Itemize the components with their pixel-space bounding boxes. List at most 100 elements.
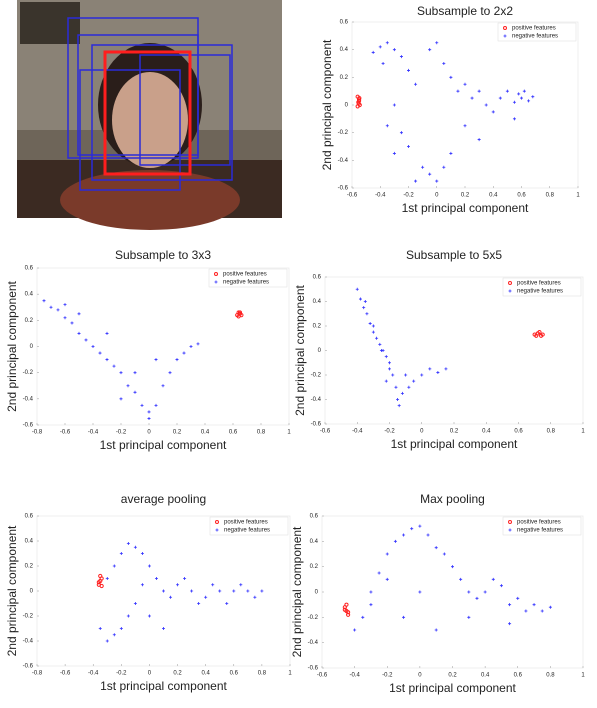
negative-point (392, 151, 396, 155)
negative-point (63, 303, 67, 307)
negative-point (540, 609, 544, 613)
y-tick-label: 0.4 (310, 539, 319, 545)
x-tick-label: -0.4 (88, 671, 99, 677)
legend-box (502, 277, 582, 297)
negative-point (451, 565, 454, 569)
x-tick-label: -0.6 (320, 429, 331, 435)
negative-point (168, 371, 172, 375)
negative-point (119, 371, 123, 375)
y-tick-label: -0.4 (311, 397, 322, 403)
negative-point (133, 602, 137, 605)
x-tick-label: -0.2 (384, 429, 395, 435)
x-tick-label: 1 (576, 193, 580, 199)
y-tick-label: -0.4 (23, 396, 34, 402)
x-tick-label: -0.2 (382, 673, 393, 679)
negative-point (532, 603, 536, 607)
legend-marker (508, 520, 512, 524)
y-tick-label: -0.2 (311, 373, 322, 379)
negative-point (119, 552, 123, 555)
negative-point (365, 312, 369, 316)
negative-point (169, 595, 173, 599)
legend-marker (508, 289, 512, 293)
negative-point (385, 577, 389, 581)
negative-point (369, 590, 373, 594)
x-tick-label: 0.2 (173, 671, 182, 677)
y-tick-label: -0.2 (23, 614, 34, 620)
negative-point (140, 552, 144, 555)
negative-point (140, 403, 144, 407)
negative-point (399, 55, 403, 59)
x-tick-label: -0.2 (403, 193, 414, 199)
x-tick-label: 0.6 (514, 429, 523, 435)
negative-point (388, 367, 391, 371)
x-tick-label: -0.8 (32, 430, 43, 436)
negative-point (434, 628, 438, 632)
positive-point (344, 602, 349, 607)
negative-point (402, 615, 406, 619)
y-tick-label: 0.2 (310, 564, 319, 570)
positive-point (537, 330, 542, 335)
negative-point (189, 345, 193, 348)
y-tick-label: 0.2 (313, 324, 322, 330)
y-axis-label: 2nd principal component (5, 280, 19, 411)
negative-point (426, 533, 430, 537)
x-tick-label: 0.4 (482, 429, 491, 435)
negative-point (182, 351, 186, 355)
negative-point (527, 99, 531, 103)
y-tick-label: -0.4 (338, 158, 349, 164)
negative-point (477, 138, 481, 142)
y-tick-label: 0.4 (25, 539, 34, 545)
x-tick-label: -0.6 (347, 193, 358, 199)
negative-point (548, 605, 552, 609)
face-photo (17, 0, 282, 230)
legend-marker (215, 528, 219, 532)
x-tick-label: 1 (288, 671, 292, 677)
negative-point (91, 345, 95, 348)
positive-point (237, 310, 243, 315)
x-tick-label: -0.2 (116, 671, 127, 677)
negative-point (499, 584, 503, 588)
negative-point (126, 614, 130, 618)
negative-point (363, 300, 367, 303)
negative-point (512, 100, 516, 104)
x-tick-label: 0.2 (448, 673, 457, 679)
y-tick-label: 0.4 (25, 292, 34, 298)
negative-point (391, 373, 395, 377)
y-axis-label: 2nd principal component (320, 39, 334, 170)
negative-point (400, 391, 404, 395)
negative-point (407, 145, 410, 148)
negative-point (162, 627, 165, 630)
legend-marker (214, 272, 218, 276)
legend-marker (503, 34, 507, 38)
negative-point (211, 583, 215, 587)
scatter-chart: Subsample to 5x5 -0.6 -0.4 -0.2 0 0.2 0.4 0.6 0.… (293, 248, 585, 451)
y-tick-label: 0.6 (313, 275, 322, 281)
negative-point (402, 533, 406, 537)
legend-label: positive features (517, 520, 561, 526)
x-tick-label: -0.4 (349, 673, 360, 679)
negative-point (384, 379, 388, 383)
legend-label: positive features (512, 26, 556, 32)
negative-point (444, 367, 448, 371)
positive-point (96, 580, 101, 585)
negative-point (434, 546, 438, 550)
negative-point (394, 385, 398, 389)
legend-marker (214, 280, 218, 284)
x-axis-label: 1st principal component (391, 437, 518, 451)
negative-point (49, 305, 53, 309)
negative-point (369, 603, 373, 607)
negative-point (246, 589, 250, 593)
negative-point (421, 165, 425, 169)
negative-point (70, 321, 74, 325)
negative-point (260, 589, 264, 593)
y-tick-label: 0 (315, 590, 319, 596)
y-tick-label: 0 (30, 344, 34, 350)
x-tick-label: 0.4 (489, 193, 498, 199)
legend-box (502, 516, 582, 536)
negative-point (375, 336, 379, 340)
positive-point (99, 583, 104, 589)
negative-point (475, 596, 479, 600)
x-tick-label: 0.6 (517, 193, 526, 199)
negative-point (362, 306, 366, 310)
negative-point (84, 338, 88, 342)
